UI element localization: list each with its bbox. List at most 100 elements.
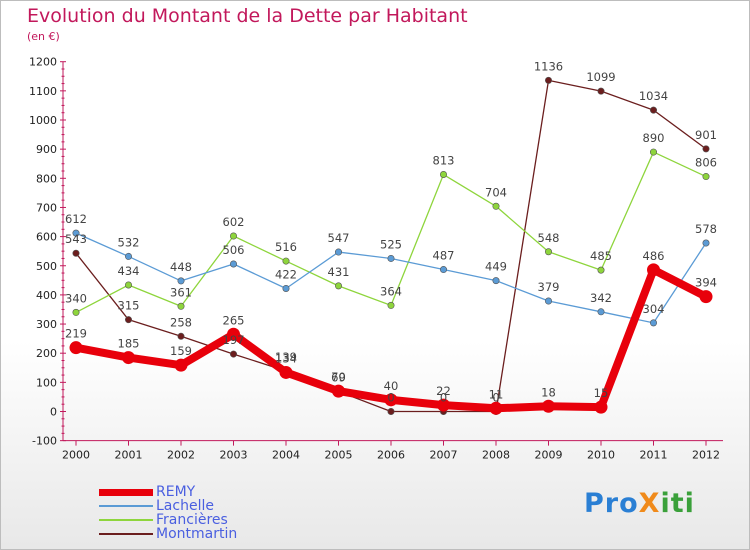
point-francières-2009 (544, 248, 552, 256)
point-francières-2008 (492, 202, 500, 210)
data-label-lachelle-2001: 532 (118, 235, 140, 249)
data-label-montmartin-2002: 258 (170, 315, 192, 329)
point-remy-2010 (594, 400, 608, 414)
point-montmartin-2002 (177, 332, 185, 340)
point-francières-2004 (282, 257, 290, 265)
data-label-lachelle-2009: 379 (538, 280, 560, 294)
y-tick-label: 900 (36, 143, 57, 156)
data-label-remy-2007: 22 (436, 384, 451, 398)
data-label-remy-2001: 185 (118, 337, 140, 351)
data-label-francières-2010: 485 (590, 249, 612, 263)
data-label-remy-2004: 134 (275, 351, 297, 365)
y-tick-label: 0 (50, 406, 57, 419)
x-tick-label: 2008 (482, 449, 510, 462)
data-label-lachelle-2012: 578 (695, 222, 717, 236)
point-lachelle-2000 (72, 229, 80, 237)
data-label-remy-2003: 265 (223, 313, 245, 327)
point-remy-2004 (279, 365, 293, 379)
point-montmartin-2010 (597, 87, 605, 95)
data-label-lachelle-2004: 422 (275, 267, 297, 281)
y-tick-label: 400 (36, 289, 57, 302)
point-montmartin-2003 (230, 350, 238, 358)
point-francières-2006 (387, 301, 395, 309)
data-label-lachelle-2000: 612 (65, 212, 87, 226)
data-label-francières-2007: 813 (433, 154, 455, 168)
data-label-lachelle-2005: 547 (328, 231, 350, 245)
data-label-montmartin-2012: 901 (695, 128, 717, 142)
legend-label: Francières (156, 512, 228, 528)
point-remy-2007 (437, 398, 450, 412)
data-label-remy-2008: 11 (489, 387, 504, 401)
point-montmartin-2009 (544, 76, 552, 84)
point-montmartin-2011 (649, 106, 657, 114)
x-tick-label: 2005 (325, 449, 353, 462)
data-label-montmartin-2001: 315 (118, 299, 140, 313)
x-tick-label: 2000 (62, 449, 90, 462)
x-tick-label: 2001 (115, 449, 143, 462)
point-lachelle-2006 (387, 254, 395, 262)
point-francières-2001 (125, 281, 133, 289)
proxiti-logo: ProXiti (584, 488, 695, 519)
chart-title: Evolution du Montant de la Dette par Hab… (27, 5, 468, 27)
point-remy-2000 (69, 341, 83, 355)
point-francières-2010 (597, 266, 605, 274)
x-tick-label: 2006 (377, 449, 405, 462)
data-label-francières-2004: 516 (275, 240, 297, 254)
legend-swatch (99, 533, 153, 535)
point-remy-2003 (227, 327, 240, 341)
data-label-lachelle-2011: 304 (643, 302, 665, 316)
data-label-lachelle-2002: 448 (170, 260, 192, 274)
y-tick-label: 700 (36, 201, 57, 214)
legend-label: Lachelle (156, 498, 214, 514)
data-label-lachelle-2003: 506 (223, 243, 245, 257)
data-label-lachelle-2010: 342 (590, 291, 612, 305)
data-label-francières-2012: 806 (695, 156, 717, 170)
logo-part-iti: iti (660, 488, 695, 519)
chart-axes: -100010020030040050060070080090010001100… (29, 56, 723, 462)
x-tick-label: 2004 (272, 449, 300, 462)
point-montmartin-2000 (72, 249, 80, 257)
data-label-lachelle-2008: 449 (485, 260, 507, 274)
point-montmartin-2001 (125, 316, 133, 324)
point-lachelle-2005 (334, 248, 342, 256)
data-label-francières-2000: 340 (65, 291, 87, 305)
logo-part-x: X (638, 488, 661, 519)
data-label-lachelle-2007: 487 (433, 249, 455, 263)
data-label-montmartin-2005: 69 (331, 370, 346, 384)
point-remy-2009 (542, 399, 555, 413)
point-montmartin-2006 (387, 407, 395, 415)
point-lachelle-2012 (702, 239, 710, 247)
point-francières-2003 (230, 232, 238, 240)
point-lachelle-2001 (125, 252, 133, 260)
y-tick-label: 1200 (29, 56, 57, 69)
y-tick-label: 1100 (29, 85, 57, 98)
data-label-montmartin-2011: 1034 (639, 89, 668, 103)
point-francières-2012 (702, 173, 710, 181)
data-label-montmartin-2000: 543 (65, 232, 87, 246)
point-lachelle-2009 (544, 297, 552, 305)
legend-label: REMY (156, 484, 196, 500)
point-francières-2000 (72, 308, 80, 316)
data-label-francières-2002: 361 (170, 285, 192, 299)
data-label-remy-2010: 15 (594, 386, 609, 400)
point-remy-2005 (332, 384, 345, 398)
x-tick-label: 2011 (640, 449, 668, 462)
y-tick-label: 200 (36, 347, 57, 360)
data-label-remy-2006: 40 (384, 379, 399, 393)
y-tick-label: 300 (36, 318, 57, 331)
y-tick-label: 100 (36, 376, 57, 389)
point-lachelle-2011 (649, 319, 657, 327)
chart-subtitle: (en €) (27, 30, 60, 43)
x-tick-label: 2002 (167, 449, 195, 462)
point-remy-2002 (174, 358, 188, 372)
data-label-remy-2009: 18 (541, 385, 556, 399)
x-tick-label: 2009 (535, 449, 563, 462)
data-label-remy-2012: 394 (695, 276, 717, 290)
point-lachelle-2003 (230, 260, 238, 268)
point-remy-2006 (384, 393, 398, 407)
series-layer (69, 76, 713, 415)
data-label-francières-2009: 548 (538, 231, 560, 245)
legend-swatch (99, 489, 153, 496)
legend-swatch (99, 505, 153, 507)
